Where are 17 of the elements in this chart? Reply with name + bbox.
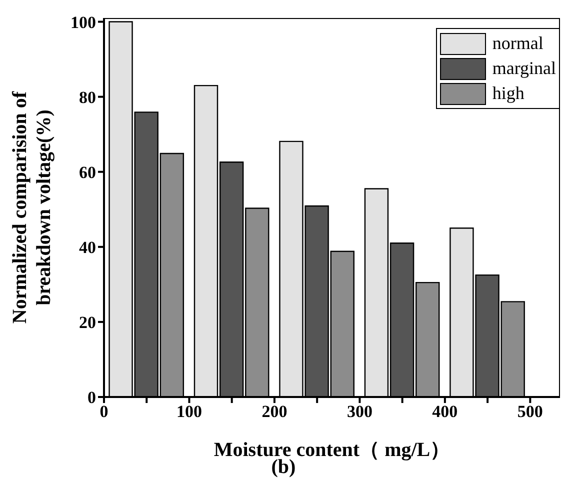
legend-label: marginal bbox=[492, 58, 556, 79]
y-tick-label: 20 bbox=[79, 312, 96, 332]
x-tick-label: 200 bbox=[262, 402, 288, 422]
y-tick-label: 100 bbox=[70, 12, 96, 32]
x-tick-label: 100 bbox=[176, 402, 202, 422]
x-tick-label: 300 bbox=[346, 402, 372, 422]
legend-label: high bbox=[492, 83, 524, 104]
y-axis-title: Normalized comparision of breakdown voltage(%) bbox=[9, 91, 55, 324]
y-tick-label: 40 bbox=[79, 238, 96, 257]
x-tick-label: 500 bbox=[517, 402, 543, 422]
text: (b) bbox=[271, 456, 297, 479]
y-tick-label: 0 bbox=[88, 388, 96, 408]
legend-label: normal bbox=[492, 33, 544, 54]
y-tick-label: 80 bbox=[79, 88, 96, 107]
y-tick-label: 60 bbox=[79, 162, 96, 182]
x-tick-label: 0 bbox=[100, 402, 108, 422]
x-tick-label: 400 bbox=[432, 402, 458, 422]
